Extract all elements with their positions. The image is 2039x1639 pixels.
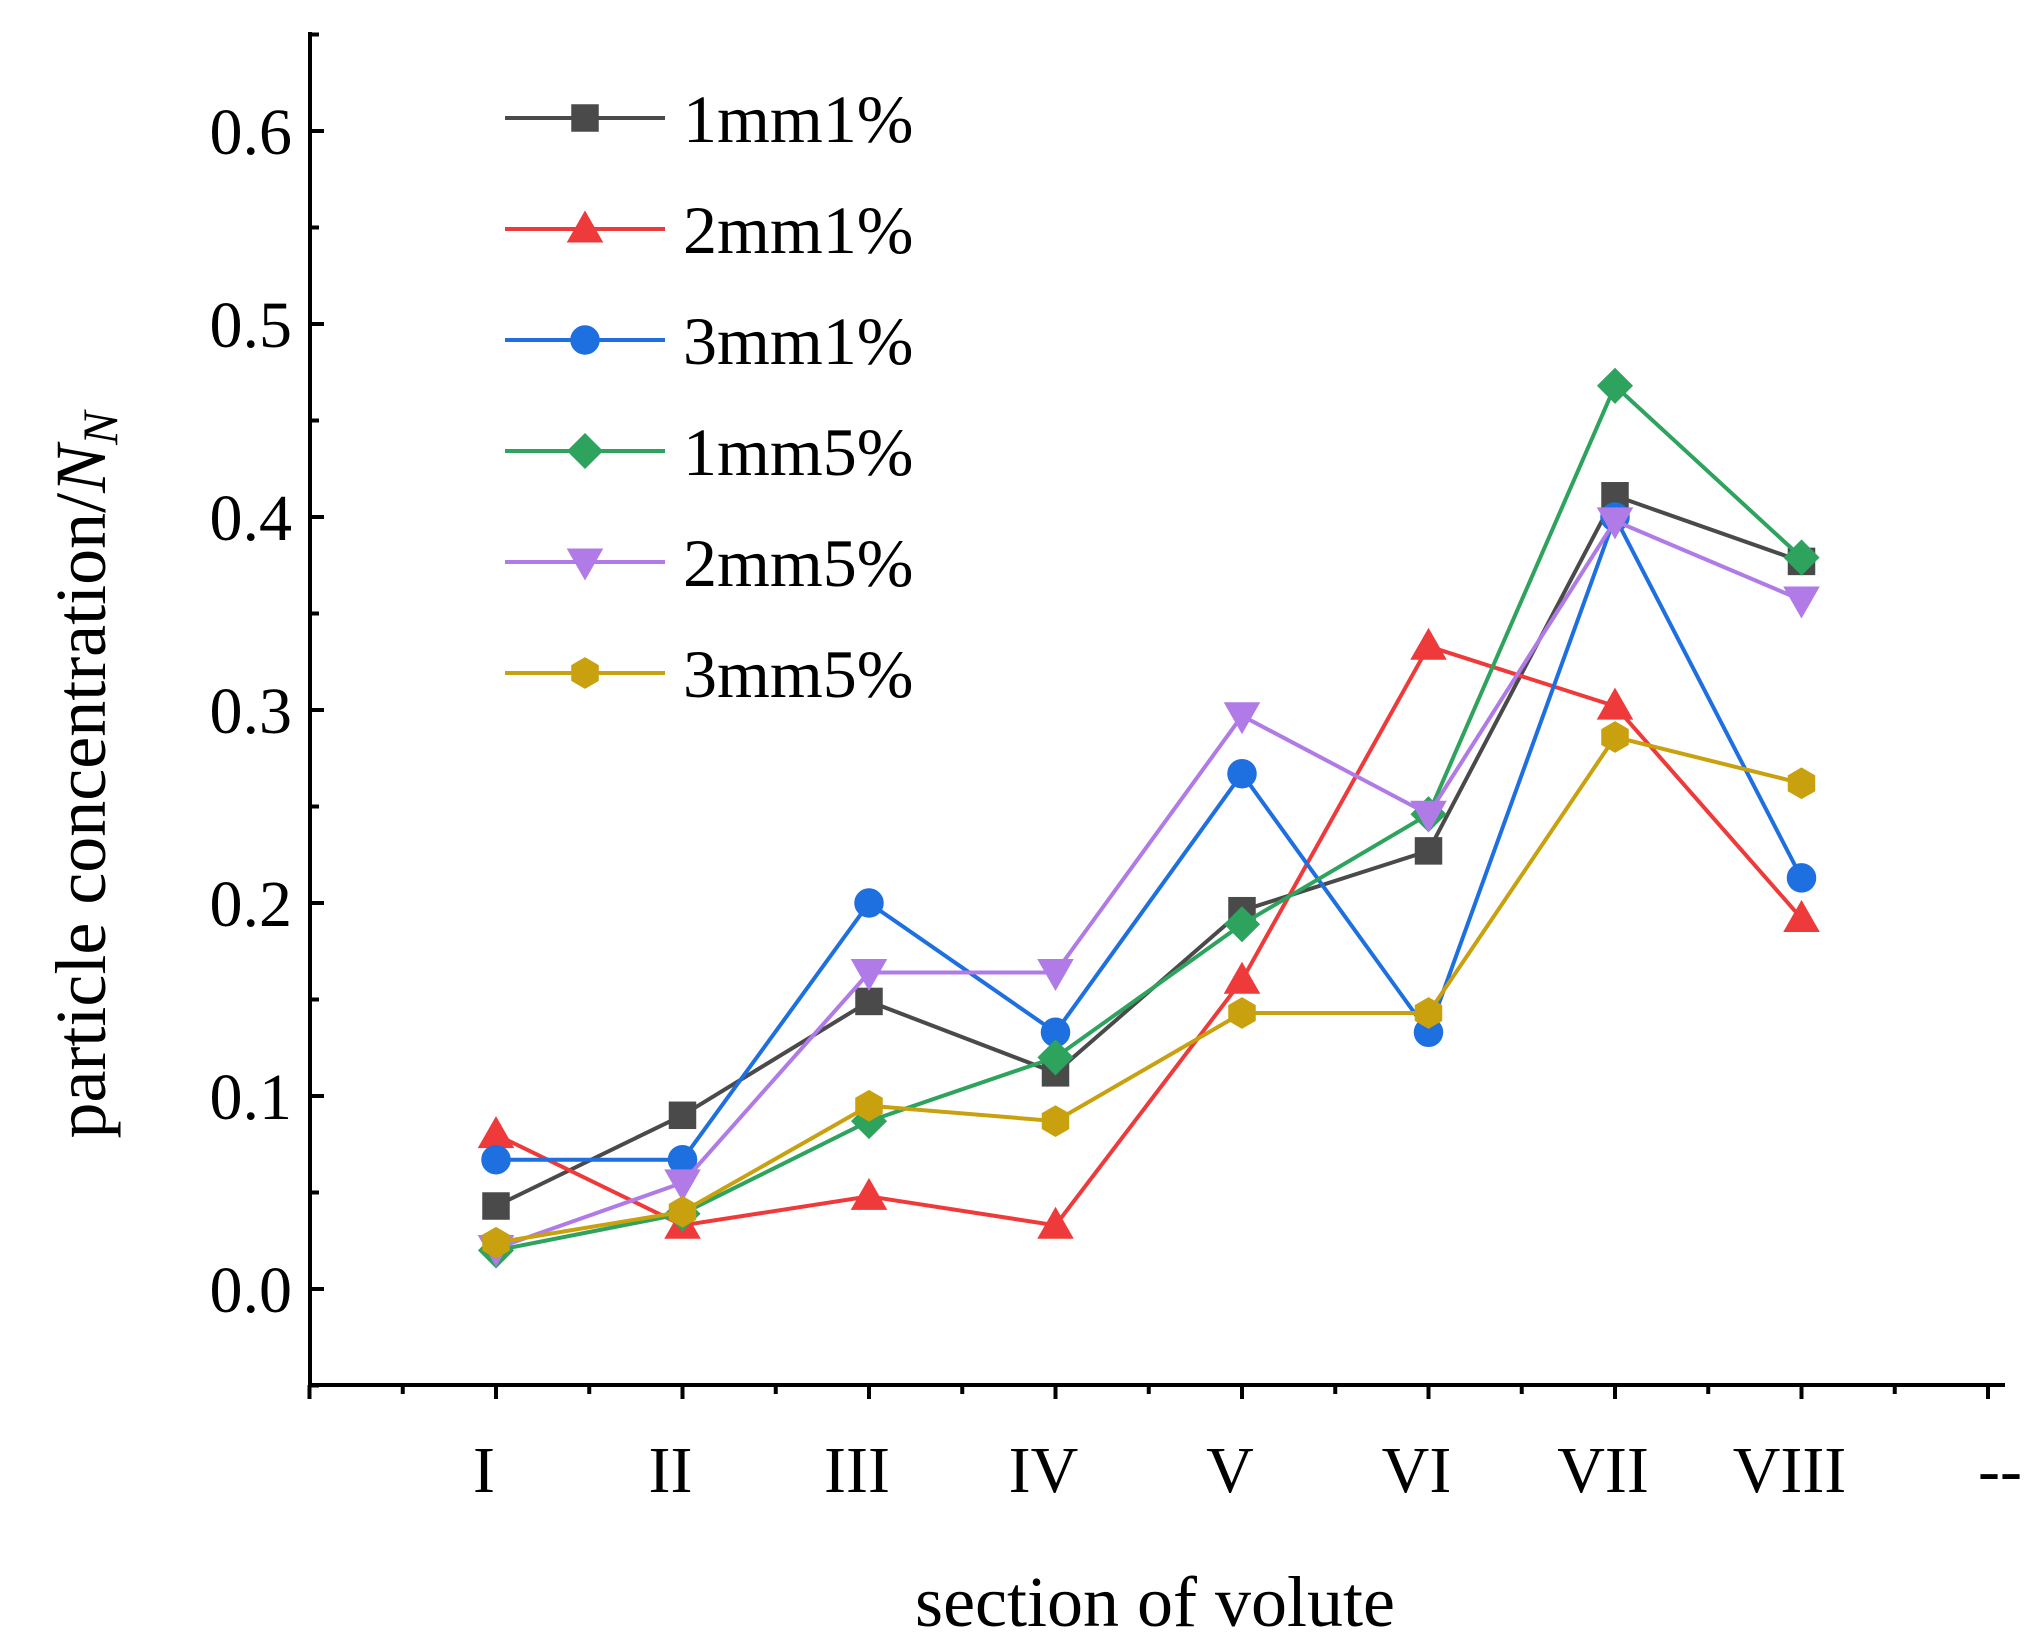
y-ticks	[310, 32, 324, 1388]
x-tick-label: II	[649, 1434, 693, 1507]
data-point	[1787, 767, 1816, 800]
x-tick-label: III	[824, 1434, 890, 1507]
y-tick-labels: 0.0 0.1 0.2 0.3 0.4 0.5 0.6	[210, 96, 293, 1327]
data-point	[1223, 961, 1261, 994]
series-line	[495, 383, 1803, 1253]
data-point	[1596, 687, 1634, 720]
data-point	[482, 1226, 510, 1259]
legend-item: 3mm5%	[505, 636, 913, 712]
legend-marker	[566, 210, 604, 243]
data-point	[854, 888, 884, 918]
legend-label: 3mm5%	[683, 636, 913, 712]
legend-marker	[571, 657, 599, 689]
data-point	[668, 1101, 697, 1130]
series-line	[495, 644, 1804, 1228]
data-point	[482, 1192, 510, 1220]
legend-marker	[566, 548, 604, 581]
data-point	[1223, 906, 1261, 943]
x-tick-label: I	[473, 1434, 495, 1507]
data-point	[1596, 367, 1634, 404]
x-tick-label: IV	[1009, 1434, 1079, 1507]
data-point	[664, 1169, 701, 1202]
series-2mm5%	[477, 507, 1820, 1267]
legend-item: 2mm1%	[505, 192, 913, 268]
data-point	[850, 958, 888, 991]
data-point	[477, 1116, 515, 1149]
series-line	[495, 735, 1802, 1245]
legend-label: 3mm1%	[683, 303, 913, 379]
legend-item: 1mm1%	[505, 81, 913, 157]
data-point	[1596, 507, 1634, 540]
data-point	[1414, 997, 1443, 1029]
series-3mm5%	[482, 721, 1816, 1259]
data-point	[1037, 958, 1074, 991]
data-point	[1037, 1206, 1074, 1239]
data-point	[1041, 1105, 1070, 1137]
data-point	[1227, 758, 1257, 789]
y-tick-label: 0.5	[210, 289, 293, 362]
data-point	[855, 1089, 883, 1122]
data-point	[668, 1195, 697, 1228]
y-tick-label: 0.3	[210, 675, 293, 748]
x-tick-label-extra: --	[1978, 1434, 2022, 1507]
y-tick-label: 0.4	[210, 482, 293, 555]
data-point	[855, 987, 883, 1016]
x-ticks	[307, 1385, 1990, 1399]
legend-item: 2mm5%	[505, 525, 913, 601]
data-point	[1410, 627, 1447, 660]
x-tick-labels: -- I II III IV V VI VII VIII	[473, 1434, 2022, 1507]
x-tick-label: VI	[1382, 1434, 1452, 1507]
data-point	[1786, 863, 1817, 893]
data-point	[1037, 1039, 1074, 1076]
legend: 1mm1% 2mm1% 3mm1% 1mm5% 2mm5% 3mm5%	[505, 81, 913, 712]
data-point	[1783, 586, 1820, 619]
legend-label: 2mm5%	[683, 525, 913, 601]
y-axis-title-subscript: N	[72, 409, 128, 446]
y-axis-title-italic: N	[41, 441, 121, 494]
y-tick-label: 0.1	[210, 1061, 293, 1134]
legend-item: 1mm5%	[505, 414, 913, 490]
data-point	[1783, 899, 1820, 932]
x-tick-label: VII	[1557, 1434, 1649, 1507]
legend-marker	[570, 325, 600, 355]
legend-label: 1mm5%	[683, 414, 913, 490]
y-tick-label: 0.0	[210, 1254, 293, 1327]
data-point	[1223, 702, 1261, 735]
legend-item: 3mm1%	[505, 303, 913, 379]
legend-label: 2mm1%	[683, 192, 913, 268]
data-point	[1783, 539, 1820, 576]
data-point	[1410, 800, 1447, 833]
x-axis-title: section of volute	[915, 1562, 1395, 1639]
series-2mm1%	[477, 627, 1820, 1239]
y-tick-label: 0.2	[210, 868, 293, 941]
data-point	[1414, 837, 1443, 865]
x-tick-label: VIII	[1733, 1434, 1847, 1507]
data-point	[481, 1144, 511, 1175]
axes	[308, 32, 2005, 1387]
data-point	[850, 1177, 888, 1210]
data-point	[1601, 721, 1629, 753]
series-line	[495, 518, 1803, 1251]
y-tick-label: 0.6	[210, 96, 293, 169]
x-tick-label: V	[1206, 1434, 1254, 1507]
legend-marker	[566, 432, 604, 470]
series-layer	[477, 367, 1820, 1269]
legend-marker	[571, 104, 599, 132]
data-point	[1228, 997, 1256, 1029]
legend-label: 1mm1%	[683, 81, 913, 157]
series-3mm1%	[481, 502, 1817, 1175]
y-axis-title-main: particle concentration/	[41, 493, 121, 1139]
series-line	[496, 515, 1804, 1162]
y-axis-title: particle concentration/NN	[41, 409, 128, 1139]
